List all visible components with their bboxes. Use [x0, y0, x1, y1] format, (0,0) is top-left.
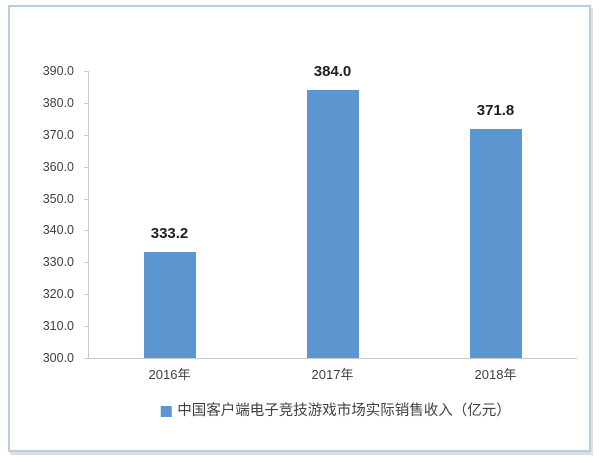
y-tick-label: 340.0 [42, 223, 74, 238]
x-axis-category-label: 2016年 [148, 367, 191, 382]
y-tick-mark [84, 326, 88, 328]
bar-value-label: 333.2 [150, 225, 189, 243]
y-tick-label: 330.0 [42, 255, 74, 270]
y-tick-label: 380.0 [42, 95, 74, 110]
y-axis-line [88, 71, 89, 358]
y-tick-mark [84, 198, 88, 200]
y-tick-label: 350.0 [42, 191, 74, 206]
y-tick-label: 360.0 [42, 159, 74, 174]
legend-label: 中国客户端电子竞技游戏市场实际销售收入（亿元） [177, 403, 511, 419]
x-axis-category-label: 2017年 [311, 367, 354, 382]
y-tick-label: 310.0 [42, 319, 74, 334]
x-axis-line [88, 358, 577, 359]
legend-marker-icon [160, 406, 172, 417]
y-tick-mark [84, 294, 88, 296]
bar [306, 90, 359, 358]
bar-value-label: 371.8 [476, 102, 515, 120]
y-tick-mark [84, 166, 88, 168]
y-tick-label: 300.0 [42, 351, 74, 365]
y-tick-mark [84, 230, 88, 232]
y-tick-label: 390.0 [42, 64, 74, 78]
y-tick-mark [84, 262, 88, 264]
y-tick-mark [84, 71, 88, 72]
bar-value-label: 384.0 [313, 63, 352, 81]
y-tick-mark [84, 102, 88, 104]
y-tick-mark [84, 358, 88, 359]
x-axis-category-label: 2018年 [474, 367, 517, 382]
y-tick-mark [84, 134, 88, 136]
y-tick-label: 370.0 [42, 127, 74, 142]
bar [143, 252, 196, 358]
legend: 中国客户端电子竞技游戏市场实际销售收入（亿元） [160, 403, 511, 420]
bar [469, 129, 522, 358]
y-tick-label: 320.0 [42, 287, 74, 302]
